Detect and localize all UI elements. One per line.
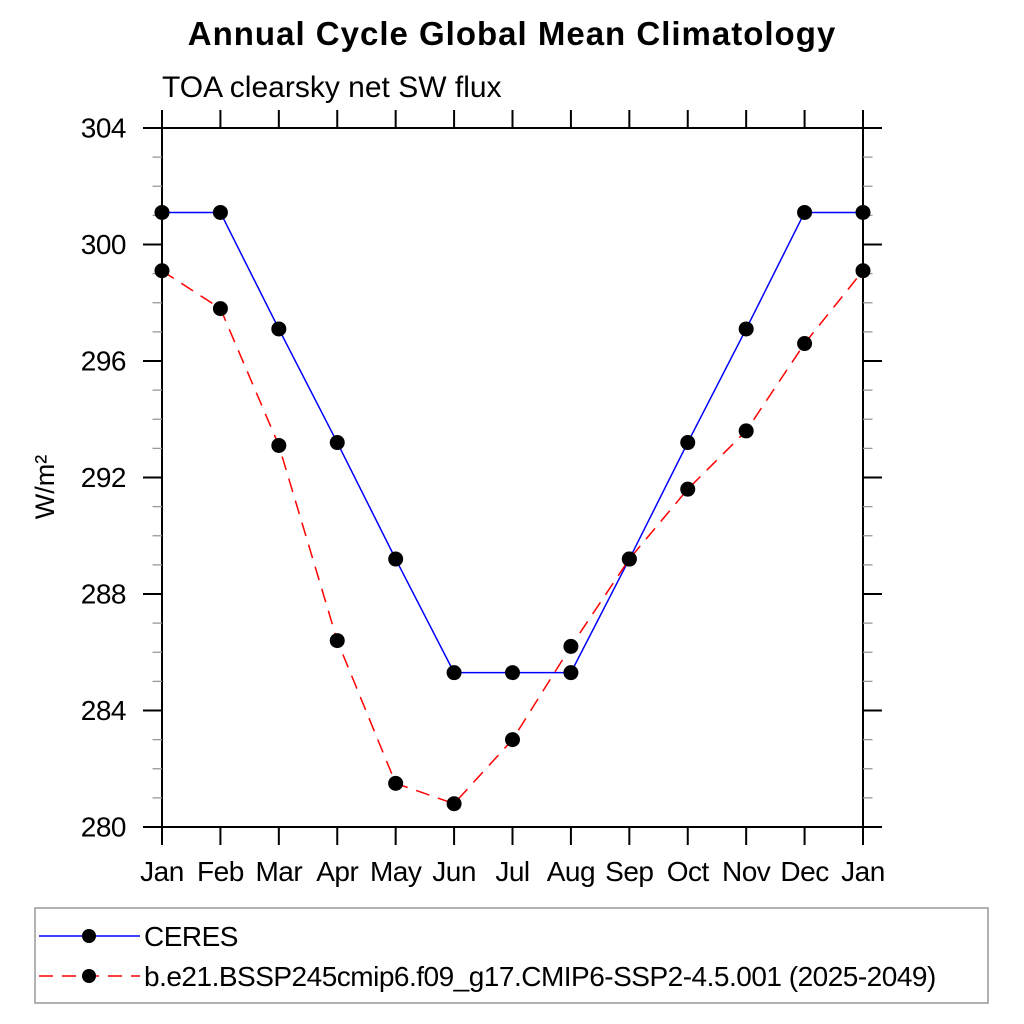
legend: CERES b.e21.BSSP245cmip6.f09_g17.CMIP6-S… — [34, 907, 989, 1004]
data-series — [154, 204, 871, 812]
data-point-marker — [505, 665, 520, 681]
y-tick-label: 292 — [81, 462, 126, 493]
data-point-marker — [271, 321, 287, 337]
data-point-marker — [154, 263, 170, 279]
legend-box — [34, 907, 989, 1004]
data-point-marker — [388, 551, 404, 567]
x-tick-label: Jun — [432, 856, 476, 887]
data-point-marker — [563, 638, 579, 654]
x-tick-label: Feb — [197, 856, 244, 887]
y-tick-label: 288 — [81, 579, 126, 610]
data-point-marker — [563, 665, 579, 681]
data-point-marker — [446, 665, 462, 681]
series-0 — [154, 204, 871, 681]
data-point-marker — [855, 204, 871, 220]
data-point-marker — [797, 204, 813, 220]
series-line-0 — [162, 211, 863, 674]
x-tick-label: Jan — [140, 856, 184, 887]
data-point-marker — [212, 204, 228, 220]
y-tick-label: 280 — [81, 812, 126, 843]
x-tick-label: Apr — [316, 856, 358, 887]
plot-frame — [161, 127, 864, 828]
data-point-marker — [505, 732, 520, 748]
legend-marker-ceres — [82, 929, 96, 943]
data-point-marker — [154, 204, 170, 220]
data-point-marker — [329, 633, 345, 649]
axes: 280 284 288 292 296 300 304 Jan Feb Mar Apr May Jun J… — [81, 110, 885, 887]
data-point-marker — [738, 423, 754, 439]
data-point-marker — [680, 435, 696, 451]
x-tick-label: Sep — [605, 856, 653, 887]
legend-label-model: b.e21.BSSP245cmip6.f09_g17.CMIP6-SSP2-4.… — [144, 961, 936, 992]
data-point-marker — [329, 435, 345, 451]
y-tick-label: 300 — [81, 229, 126, 260]
data-point-marker — [738, 321, 754, 337]
data-point-marker — [271, 437, 287, 453]
chart-subtitle: TOA clearsky net SW flux — [162, 71, 502, 104]
legend-label-ceres: CERES — [144, 921, 238, 952]
series-line-1 — [161, 270, 864, 805]
data-point-marker — [388, 775, 404, 791]
data-point-marker — [855, 263, 871, 279]
data-point-marker — [797, 336, 813, 352]
x-tick-label: Jul — [495, 856, 529, 887]
y-tick-label: 304 — [81, 113, 126, 144]
data-point-marker — [446, 796, 462, 812]
x-tick-label: Nov — [722, 856, 771, 887]
y-tick-label: 296 — [81, 346, 126, 377]
y-tick-label: 284 — [81, 695, 126, 726]
legend-entry-model: b.e21.BSSP245cmip6.f09_g17.CMIP6-SSP2-4.… — [39, 961, 936, 992]
legend-entry-ceres: CERES — [39, 921, 238, 952]
series-1 — [154, 263, 871, 812]
data-point-marker — [680, 481, 696, 497]
y-axis-label: W/m² — [30, 455, 60, 519]
x-tick-label: Dec — [780, 856, 829, 887]
x-tick-label: Jan — [841, 856, 885, 887]
x-tick-label: Oct — [667, 856, 710, 887]
x-tick-label: Mar — [255, 856, 302, 887]
x-tick-label: Aug — [547, 856, 595, 887]
data-point-marker — [212, 301, 228, 317]
legend-marker-model — [82, 969, 96, 983]
data-point-marker — [621, 551, 637, 567]
chart-title: Annual Cycle Global Mean Climatology — [188, 15, 836, 52]
x-tick-label: May — [370, 856, 422, 887]
